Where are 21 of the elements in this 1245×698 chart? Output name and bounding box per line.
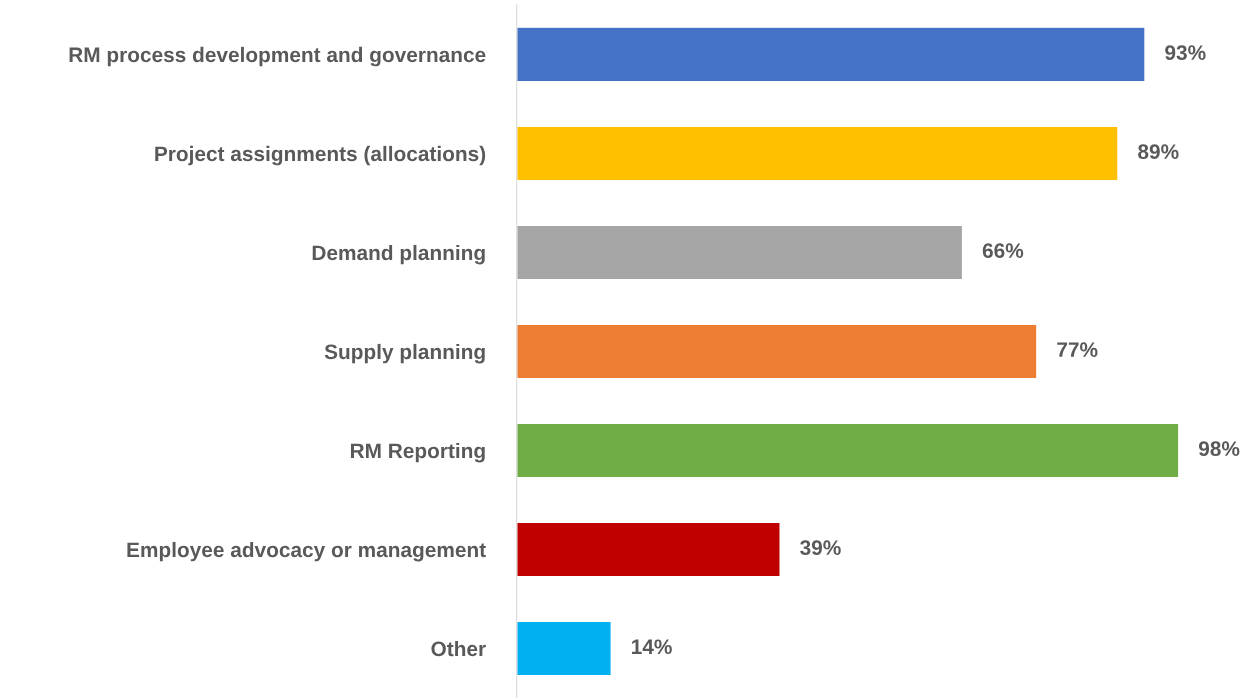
y-tick-label: Project assignments (allocations) <box>155 145 486 166</box>
bar <box>516 224 964 281</box>
data-label: 66% <box>982 243 1024 259</box>
y-tick-label: Employee advocacy or management <box>127 541 486 562</box>
bar <box>516 323 1038 380</box>
y-tick-label: Other <box>431 640 486 657</box>
data-label: 39% <box>800 540 841 556</box>
data-label: 98% <box>1198 441 1240 457</box>
data-label: 93% <box>1165 45 1206 61</box>
data-label: 89% <box>1138 144 1179 159</box>
data-label: 14% <box>632 639 672 655</box>
y-tick-label: Supply planning <box>324 343 485 364</box>
y-tick-label: RM process development and governance <box>69 46 486 67</box>
bar <box>516 26 1146 83</box>
bar <box>516 125 1119 182</box>
y-tick-label: Demand planning <box>312 244 485 265</box>
y-tick-label: RM Reporting <box>350 442 485 463</box>
bar <box>516 521 781 578</box>
bar <box>516 620 612 677</box>
bar <box>516 422 1180 479</box>
data-label: 77% <box>1057 342 1098 357</box>
